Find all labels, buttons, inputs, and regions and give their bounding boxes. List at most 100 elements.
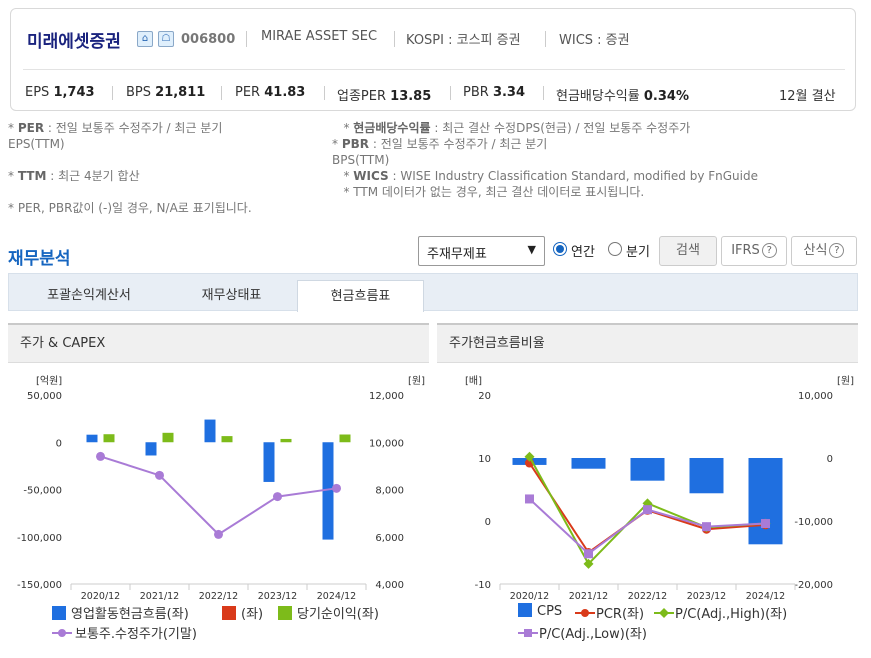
legend-pc-high: P/C(Adj.,High)(좌) [654,603,787,622]
statement-select[interactable]: 주재무제표 ▼ [418,236,545,266]
point-stock-price [214,529,223,539]
left-unit: [억원] [36,375,62,387]
tab-income-statement[interactable]: 포괄손익계산서 [47,288,131,303]
point-pc-low [584,549,593,559]
chevron-down-icon: ▼ [527,243,536,256]
x-tick-label: 2022/12 [628,591,667,602]
legend-cps: CPS [518,603,562,619]
y-tick-left: -100,000 [17,533,62,544]
point-pc-low [702,522,711,532]
statement-tabs: 포괄손익계산서 재무상태표 현금흐름표 [8,273,858,312]
metric-bps: BPS 21,811 [126,85,206,100]
y-tick-right: 8,000 [375,486,404,497]
point-pc-low [525,494,534,504]
x-tick-label: 2024/12 [746,591,785,602]
left-unit: [배] [465,375,482,387]
y-tick-left: 10 [478,454,491,465]
bar-operating-cf [322,442,334,540]
radio-annual[interactable] [553,242,567,256]
y-tick-right: 10,000 [798,391,833,402]
help-icon: ? [829,243,845,258]
legend-net-income: 당기순이익(좌) [278,603,379,622]
bar-net-income [103,434,115,443]
y-tick-right: -10,000 [794,517,833,528]
y-tick-right: 12,000 [369,391,404,402]
metric-industry-per: 업종PER 13.85 [337,89,432,104]
point-stock-price [332,483,341,493]
point-stock-price [155,470,164,480]
note-wics: * WICS : WISE Industry Classification St… [332,169,758,183]
bar-net-income [280,438,292,443]
note-ttm: * TTM : 최근 4분기 합산 [8,169,140,183]
homepage-icon[interactable]: ⌂ [137,31,153,47]
market-info: KOSPI : 코스피 증권 [406,33,521,48]
right-unit: [원] [837,375,854,387]
line-stock-price [100,455,337,536]
y-tick-left: -10 [475,580,491,591]
x-tick-label: 2020/12 [510,591,549,602]
y-tick-right: 0 [827,454,833,465]
y-tick-right: 6,000 [375,533,404,544]
legend-pc-low: P/C(Adj.,Low)(좌) [518,623,647,642]
bar-net-income [339,434,351,443]
metric-pbr: PBR 3.34 [463,85,526,100]
tab-cash-flow[interactable]: 현금흐름표 [297,280,424,312]
formula-button[interactable]: 산식? [791,236,857,266]
y-tick-left: 0 [485,517,491,528]
legend-operating-cf: 영업활동현금흐름(좌) [52,603,189,622]
y-tick-left: 50,000 [27,391,62,402]
point-stock-price [96,451,105,461]
x-tick-label: 2023/12 [258,591,297,602]
search-button[interactable]: 검색 [659,236,717,266]
section-title: 재무분석 [8,249,71,269]
english-name: MIRAE ASSET SEC [261,29,378,44]
y-tick-left: -50,000 [23,486,62,497]
note-pbr: * PBR : 전일 보통주 수정주가 / 최근 분기 BPS(TTM) [332,137,548,167]
metric-eps: EPS 1,743 [25,85,95,100]
note-dividend: * 현금배당수익률 : 최근 결산 수정DPS(현금) / 전일 보통주 수정주… [332,121,691,135]
ifrs-button[interactable]: IFRS? [721,236,787,266]
y-tick-left: 20 [478,391,491,402]
bar-operating-cf [86,434,98,443]
x-tick-label: 2023/12 [687,591,726,602]
chart-panel-pcr: 주가현금흐름비율 [437,323,858,653]
help-icon: ? [761,243,777,258]
point-pc-low [761,519,770,529]
settlement-month: 12월 결산 [779,89,836,104]
y-tick-left: -150,000 [17,580,62,591]
radio-quarter[interactable] [608,242,622,256]
bar-operating-cf [263,442,275,482]
tab-balance-sheet[interactable]: 재무상태표 [201,288,262,303]
bar-net-income [162,432,174,443]
note-ttm-missing: * TTM 데이터가 없는 경우, 최근 결산 데이터로 표시됩니다. [343,185,645,199]
chart-panel-price-capex: 주가 & CAPEX [8,323,429,653]
bar-cps [748,458,783,545]
company-name: 미래에셋증권 [27,32,121,52]
y-tick-right: 10,000 [369,438,404,449]
bar-operating-cf [204,419,216,443]
radio-annual-label: 연간 [571,245,595,260]
price-capex-chart: [억원] [원] 50,000 0 -50,000 -100,000 -150,000 12,… [17,375,425,602]
metric-dividend-yield: 현금배당수익률 0.34% [556,89,689,104]
radio-quarter-label: 분기 [626,245,650,260]
point-pc-low [643,505,652,515]
ir-icon[interactable]: ☖ [158,31,174,47]
y-tick-right: -20,000 [794,580,833,591]
legend-stock-price: 보통주.수정주가(기말) [52,623,197,642]
bar-cps [571,458,606,469]
chart-title: 주가현금흐름비율 [437,325,858,363]
legend-pcr: PCR(좌) [575,603,644,622]
metric-per: PER 41.83 [235,85,306,100]
x-tick-label: 2022/12 [199,591,238,602]
point-pc-high [524,451,535,462]
bar-net-income [221,436,233,443]
x-tick-label: 2021/12 [569,591,608,602]
x-tick-label: 2020/12 [81,591,120,602]
legend-empty-series: (좌) [222,603,263,622]
x-tick-label: 2024/12 [317,591,356,602]
wics-info: WICS : 증권 [559,33,630,48]
y-tick-left: 0 [56,438,62,449]
bar-cps [630,458,665,481]
x-tick-label: 2021/12 [140,591,179,602]
stock-code: 006800 [181,32,236,47]
